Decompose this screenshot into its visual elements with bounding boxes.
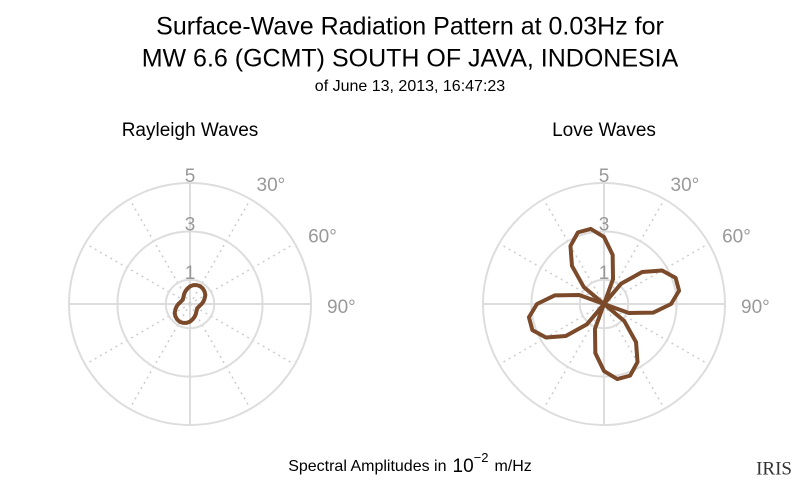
spoke <box>498 303 605 366</box>
r-tick-label: 3 <box>185 214 196 235</box>
footer-base: 10 <box>453 456 474 477</box>
spoke <box>84 303 191 366</box>
theta-tick-label: 60° <box>722 227 751 248</box>
grid-circle <box>578 278 630 330</box>
footer: Spectral Amplitudes in 10−2 m/Hz <box>288 450 532 477</box>
spoke <box>189 198 252 305</box>
title: Surface-Wave Radiation Pattern at 0.03Hz… <box>156 13 664 41</box>
theta-tick-label: 90° <box>741 297 770 318</box>
spoke <box>603 242 710 305</box>
subtitle: of June 13, 2013, 16:47:23 <box>315 78 505 95</box>
grid-circle <box>530 230 678 378</box>
r-tick-label: 5 <box>599 166 610 187</box>
spoke <box>542 303 605 410</box>
spoke <box>128 198 191 305</box>
spoke <box>128 303 191 410</box>
r-tick-label: 5 <box>185 166 196 187</box>
theta-tick-label: 90° <box>327 297 356 318</box>
footer-exponent: −2 <box>474 450 489 465</box>
subplot-title: Love Waves <box>552 120 656 141</box>
theta-tick-label: 30° <box>257 175 286 196</box>
spoke <box>603 198 666 305</box>
grid-circle <box>116 230 264 378</box>
r-tick-label: 3 <box>599 214 610 235</box>
r-tick-label: 1 <box>185 263 196 284</box>
spoke <box>189 242 296 305</box>
footer-text: Spectral Amplitudes in <box>288 458 446 475</box>
subplot-title: Rayleigh Waves <box>122 120 259 141</box>
footer-unit: m/Hz <box>494 458 531 475</box>
grid-circle <box>164 278 216 330</box>
spoke <box>603 303 666 410</box>
logo: IRIS <box>756 458 792 479</box>
grid-circle <box>482 182 726 426</box>
spoke <box>542 198 605 305</box>
spoke <box>189 303 252 410</box>
theta-tick-label: 60° <box>308 227 337 248</box>
spoke <box>189 303 296 366</box>
spoke <box>498 242 605 305</box>
spoke <box>84 242 191 305</box>
grid-circle <box>68 182 312 426</box>
radiation-pattern <box>526 226 682 382</box>
radiation-pattern <box>172 283 208 325</box>
spoke <box>603 303 710 366</box>
title-line2: MW 6.6 (GCMT) SOUTH OF JAVA, INDONESIA <box>142 45 679 73</box>
r-tick-label: 1 <box>599 263 610 284</box>
theta-tick-label: 30° <box>671 175 700 196</box>
